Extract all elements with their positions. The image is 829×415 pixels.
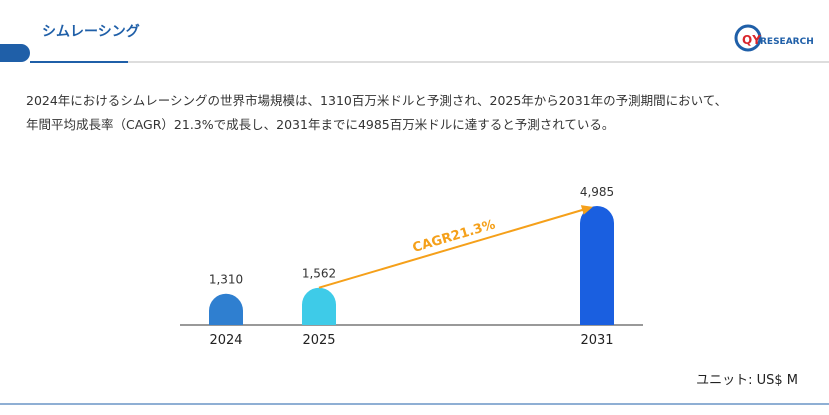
chart-title: シムレーシング bbox=[42, 23, 140, 40]
x-tick-label: 2031 bbox=[580, 333, 613, 348]
cagr-arrowhead bbox=[580, 205, 593, 215]
header-accent bbox=[0, 44, 30, 62]
x-tick-label: 2025 bbox=[302, 333, 335, 348]
value-label: 4,985 bbox=[580, 185, 614, 199]
description: 年間平均成長率（CAGR）21.3%で成長し、2031年までに4985百万米ドル… bbox=[26, 117, 615, 132]
logo-mark bbox=[734, 24, 762, 52]
bar bbox=[302, 287, 336, 325]
cagr-label: CAGR21.3% bbox=[411, 217, 497, 256]
x-tick-label: 2024 bbox=[209, 333, 242, 348]
bar bbox=[209, 293, 243, 325]
value-label: 1,310 bbox=[209, 273, 243, 287]
unit-label: ユニット: US$ M bbox=[696, 373, 798, 388]
logo-text: QY bbox=[742, 33, 761, 47]
bar bbox=[580, 206, 614, 325]
description: 2024年におけるシムレーシングの世界市場規模は、1310百万米ドルと予測され、… bbox=[26, 93, 728, 108]
value-label: 1,562 bbox=[302, 267, 336, 281]
logo-text: RESEARCH bbox=[760, 37, 814, 47]
cagr-arrow bbox=[318, 207, 590, 289]
